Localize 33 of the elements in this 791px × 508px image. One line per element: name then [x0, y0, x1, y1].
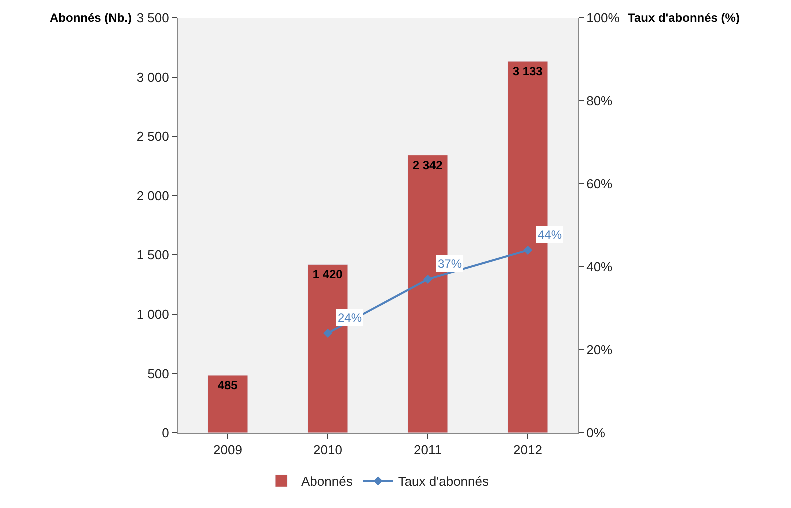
y-tick-label: 1 000 — [136, 306, 170, 322]
data-label: 3 133 — [512, 64, 544, 79]
legend-label: Abonnés — [302, 474, 354, 490]
y2-tick-label: 40% — [586, 260, 614, 275]
y-axis-title: Abonnés (Nb.) — [50, 11, 132, 25]
data-label: 2 342 — [412, 158, 444, 172]
point — [423, 274, 433, 284]
data-label: 485 — [218, 378, 238, 392]
y-tick-label: 3 000 — [136, 70, 170, 85]
y-tick-label: 2 500 — [136, 129, 170, 144]
bar — [208, 375, 248, 433]
y2-tick-label: 100% — [586, 10, 620, 26]
data-label: 44% — [538, 228, 562, 242]
legend-label: Taux d'abonnés — [398, 474, 490, 490]
y-tick-label: 2 000 — [136, 188, 170, 204]
x-tick-label: 2012 — [514, 442, 542, 458]
x-tick-label: 2011 — [414, 442, 442, 458]
data-label: 1 420 — [312, 268, 344, 282]
data-label: 24% — [338, 311, 362, 325]
y2-tick-label: 80% — [586, 94, 614, 109]
y2-axis-title: Taux d'abonnés (%) — [628, 11, 740, 25]
y2-tick-label: 60% — [586, 176, 614, 192]
x-tick-label: 2010 — [314, 442, 342, 458]
data-label: 37% — [438, 257, 462, 271]
x-tick-label: 2009 — [214, 442, 242, 458]
y-tick-label: 1 500 — [136, 248, 170, 263]
y-tick-label: 500 — [148, 366, 170, 382]
y2-tick-label: 0% — [586, 426, 606, 441]
y-tick-label: 0 — [162, 426, 170, 441]
y-tick-label: 3 500 — [136, 10, 170, 26]
y2-tick-label: 20% — [586, 342, 614, 358]
point — [323, 328, 333, 338]
point — [523, 246, 533, 255]
